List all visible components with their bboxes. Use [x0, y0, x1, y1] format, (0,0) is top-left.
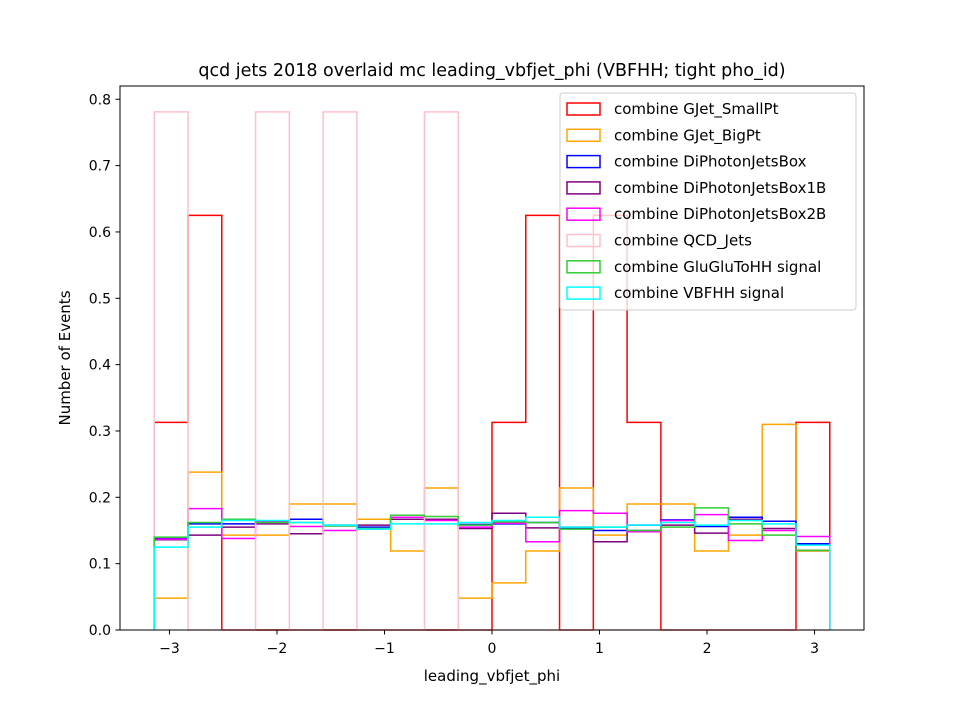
legend-swatch-1	[566, 128, 601, 143]
x-tick-label: 3	[810, 641, 819, 657]
x-tick-label: −1	[374, 641, 395, 657]
legend-swatch-4	[566, 207, 601, 221]
legend-label-5: combine QCD_Jets	[614, 232, 752, 251]
y-tick-label: 0.4	[89, 358, 111, 374]
legend-label-0: combine GJet_SmallPt	[614, 100, 779, 119]
legend-label-7: combine VBFHH signal	[614, 284, 784, 302]
legend-swatch-0	[566, 102, 601, 116]
legend-label-2: combine DiPhotonJetsBox	[614, 153, 807, 171]
legend-label-1: combine GJet_BigPt	[614, 126, 761, 145]
legend-swatch-2	[566, 154, 601, 169]
y-tick-label: 0.2	[89, 490, 111, 506]
legend-label-4: combine DiPhotonJetsBox2B	[614, 205, 826, 223]
legend-frame	[559, 92, 857, 311]
y-tick-label: 0.7	[89, 159, 111, 175]
x-tick-label: 0	[488, 641, 497, 657]
y-tick-label: 0.3	[89, 424, 111, 440]
y-tick-label: 0.8	[89, 92, 111, 108]
series-line-7	[153, 516, 831, 630]
legend-swatch-6	[566, 260, 601, 274]
legend-label-3: combine DiPhotonJetsBox1B	[614, 179, 826, 197]
x-tick-label: −3	[159, 641, 180, 657]
legend-swatch-7	[566, 286, 601, 300]
legend-swatch-5	[566, 233, 601, 248]
y-tick-label: 0.5	[89, 291, 111, 307]
chart-title: qcd jets 2018 overlaid mc leading_vbfjet…	[198, 61, 785, 81]
legend-swatch-3	[566, 181, 601, 195]
x-axis-label: leading_vbfjet_phi	[424, 667, 560, 686]
y-axis-ticks: 0.0 0.1 0.2 0.3 0.4 0.5 0.6 0.7 0.8	[89, 92, 120, 639]
x-tick-label: 1	[595, 641, 604, 657]
y-axis-label: Number of Events	[56, 290, 74, 425]
x-axis-ticks: −3 −2 −1 0 1 2 3	[159, 630, 819, 657]
x-tick-label: 2	[703, 641, 712, 657]
y-tick-label: 0.0	[89, 623, 111, 639]
y-tick-label: 0.6	[89, 225, 111, 241]
legend-label-6: combine GluGluToHH signal	[614, 258, 821, 276]
x-tick-label: −2	[267, 641, 288, 657]
y-tick-label: 0.1	[89, 557, 111, 573]
